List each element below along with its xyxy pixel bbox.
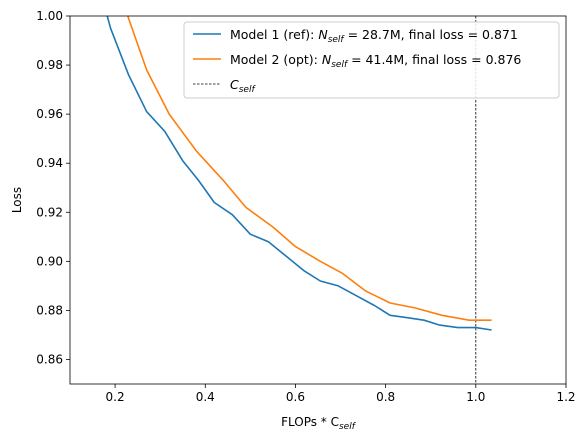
y-tick-label: 0.90 xyxy=(36,254,63,268)
axis-ticks: 0.2 0.4 0.6 0.8 1.0 1.2 0.86 0.88 0.90 0.92 0.94 0.… xyxy=(36,9,575,404)
x-tick-label: 1.0 xyxy=(466,390,485,404)
x-tick-label: 0.8 xyxy=(376,390,395,404)
legend-entry-model-2: Model 2 (opt): Nself = 41.4M, final loss… xyxy=(230,52,521,70)
y-tick-label: 1.00 xyxy=(36,9,63,23)
y-tick-label: 0.86 xyxy=(36,352,63,366)
x-tick-label: 0.2 xyxy=(106,390,125,404)
y-tick-label: 0.88 xyxy=(36,303,63,317)
legend-entry-model-1: Model 1 (ref): Nself = 28.7M, final loss… xyxy=(230,27,518,45)
plot-frame xyxy=(69,15,567,385)
series-line-model-1 xyxy=(106,16,492,331)
y-axis-label: Loss xyxy=(10,187,24,213)
y-tick-label: 0.98 xyxy=(36,58,63,72)
legend-entry-c-self: Cself xyxy=(230,77,256,95)
legend-box xyxy=(183,21,560,99)
x-tick-label: 0.6 xyxy=(286,390,305,404)
series-line-model-2 xyxy=(127,16,492,322)
y-tick-label: 0.94 xyxy=(36,156,63,170)
x-axis-label-subscript: self xyxy=(339,422,357,432)
x-tick-label: 0.4 xyxy=(196,390,215,404)
x-axis-label: FLOPs * Cself xyxy=(281,415,357,432)
y-tick-label: 0.96 xyxy=(36,107,63,121)
legend: Model 1 (ref): Nself = 28.7M, final loss… xyxy=(183,21,560,99)
y-tick-label: 0.92 xyxy=(36,205,63,219)
x-tick-label: 1.2 xyxy=(556,390,575,404)
